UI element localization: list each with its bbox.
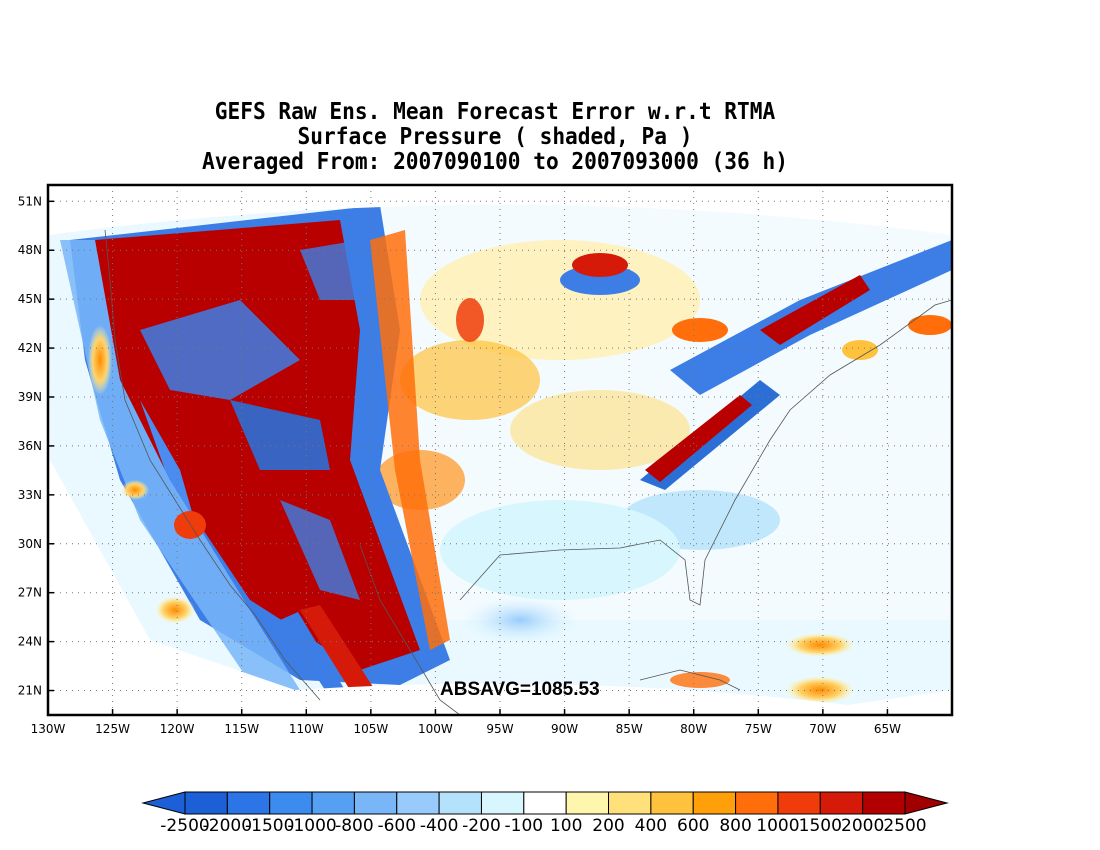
lon-tick-label: 120W [160, 722, 195, 736]
colorbar: -2500-2000-1500-1000-800 -600 -400 -200 -100… [141, 791, 949, 836]
shaded-field [48, 185, 952, 715]
colorbar-label: 1000 [756, 816, 799, 836]
colorbar-label: -1000 [287, 816, 336, 836]
colorbar-label: -400 [420, 816, 459, 836]
colorbar-label: -100 [505, 816, 544, 836]
lon-tick-label: 95W [486, 722, 513, 736]
lat-tick-label: 24N [18, 635, 42, 649]
colorbar-label: -2000 [203, 816, 252, 836]
colorbar-swatch [311, 791, 355, 815]
colorbar-swatch [819, 791, 864, 815]
lat-tick-label: 45N [18, 292, 42, 306]
lon-tick-label: 115W [224, 722, 259, 736]
lat-axis: 51N 48N 45N 42N 39N 36N 33N 30N 27N 24N 21N [18, 194, 54, 698]
lon-axis: 130W 125W 120W 115W 110W 105W 100W 95W 90W 85W 80W… [31, 709, 901, 736]
colorbar-swatch [226, 791, 271, 815]
lat-tick-label: 39N [18, 390, 42, 404]
lat-tick-label: 42N [18, 341, 42, 355]
lon-tick-label: 70W [809, 722, 836, 736]
lon-tick-label: 105W [353, 722, 388, 736]
colorbar-label: 600 [677, 816, 709, 836]
colorbar-swatch [396, 791, 440, 815]
colorbar-label: 2000 [841, 816, 884, 836]
lat-tick-label: 27N [18, 586, 42, 600]
colorbar-swatch [735, 791, 779, 815]
colorbar-label: 2500 [883, 816, 926, 836]
colorbar-swatch [650, 791, 694, 815]
lon-tick-label: 85W [616, 722, 643, 736]
colorbar-label: -2500 [160, 816, 209, 836]
colorbar-label: 1500 [799, 816, 842, 836]
lon-tick-label: 110W [289, 722, 324, 736]
colorbar-swatch [692, 791, 737, 815]
lon-tick-label: 100W [418, 722, 453, 736]
colorbar-swatch [565, 791, 610, 815]
colorbar-swatch [438, 791, 482, 815]
absavg-label: ABSAVG=1085.53 [440, 679, 600, 700]
colorbar-swatch [480, 791, 525, 815]
colorbar-label: -1500 [245, 816, 294, 836]
lon-tick-label: 125W [95, 722, 130, 736]
colorbar-swatch [353, 791, 398, 815]
lat-tick-label: 30N [18, 537, 42, 551]
colorbar-swatch [777, 791, 821, 815]
lat-tick-label: 21N [18, 684, 42, 698]
title-line-3: Averaged From: 2007090100 to 2007093000 … [201, 149, 789, 175]
colorbar-label: 800 [719, 816, 751, 836]
title-line-2: Surface Pressure ( shaded, Pa ) [297, 124, 693, 150]
lat-tick-label: 36N [18, 439, 42, 453]
colorbar-swatch [862, 791, 906, 815]
colorbar-label: 400 [635, 816, 667, 836]
colorbar-swatch [523, 791, 567, 815]
coastlines [104, 229, 952, 715]
colorbar-swatch [608, 791, 652, 815]
colorbar-swatch [184, 791, 228, 815]
lat-tick-label: 33N [18, 488, 42, 502]
colorbar-swatch [269, 791, 313, 815]
colorbar-label: 200 [592, 816, 624, 836]
map-title: GEFS Raw Ens. Mean Forecast Error w.r.t … [0, 100, 990, 175]
lat-tick-label: 51N [18, 194, 42, 208]
colorbar-low-arrow [141, 791, 186, 815]
colorbar-label: 100 [550, 816, 582, 836]
lon-tick-label: 90W [551, 722, 578, 736]
lon-tick-label: 75W [745, 722, 772, 736]
graticule [48, 185, 952, 715]
lon-tick-label: 80W [680, 722, 707, 736]
colorbar-label: -600 [377, 816, 416, 836]
lon-tick-label: 130W [31, 722, 66, 736]
lon-tick-label: 65W [874, 722, 901, 736]
colorbar-label: -200 [462, 816, 501, 836]
colorbar-high-arrow [904, 791, 949, 815]
title-line-1: GEFS Raw Ens. Mean Forecast Error w.r.t … [214, 99, 776, 125]
lat-tick-label: 48N [18, 243, 42, 257]
colorbar-label: -800 [335, 816, 374, 836]
